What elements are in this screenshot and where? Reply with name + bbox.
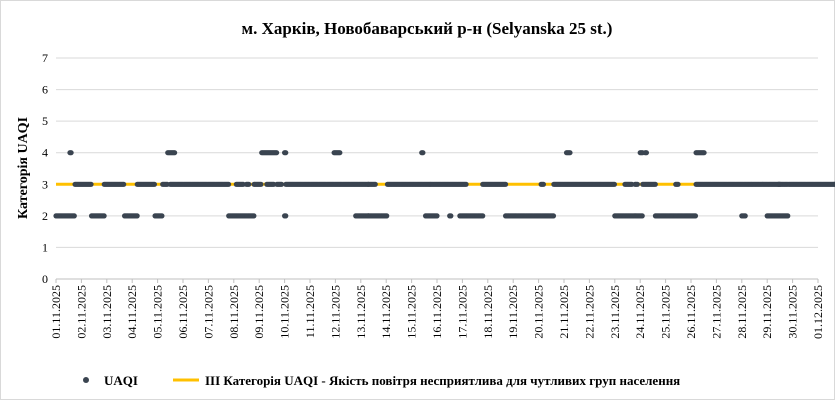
x-tick-label: 04.11.2025 — [125, 285, 139, 339]
uaqi-point — [225, 181, 232, 187]
uaqi-point — [652, 181, 658, 187]
x-tick-label: 11.11.2025 — [303, 285, 317, 338]
uaqi-point — [701, 150, 707, 156]
uaqi-point — [134, 213, 140, 219]
x-tick-label: 03.11.2025 — [100, 285, 114, 339]
x-tick-label: 30.11.2025 — [786, 285, 800, 339]
x-tick-label: 27.11.2025 — [709, 285, 723, 339]
uaqi-point — [785, 213, 791, 219]
x-tick-label: 16.11.2025 — [430, 285, 444, 339]
uaqi-point — [88, 181, 94, 187]
uaqi-point — [283, 150, 289, 156]
x-tick-label: 09.11.2025 — [252, 285, 266, 339]
x-tick-label: 23.11.2025 — [608, 285, 622, 339]
uaqi-point — [611, 181, 618, 187]
uaqi-point — [639, 213, 645, 219]
y-tick-label: 7 — [42, 51, 48, 65]
x-tick-label: 14.11.2025 — [379, 285, 393, 339]
chart-title: м. Харків, Новобаварський р-н (Selyanska… — [242, 19, 613, 38]
y-tick-label: 1 — [42, 240, 48, 254]
x-tick-label: 06.11.2025 — [176, 285, 190, 339]
y-tick-label: 5 — [42, 114, 48, 128]
x-tick-label: 02.11.2025 — [74, 285, 88, 339]
uaqi-point — [372, 181, 378, 187]
x-tick-label: 29.11.2025 — [760, 285, 774, 339]
x-tick-label: 08.11.2025 — [227, 285, 241, 339]
x-tick-labels: 01.11.2025 02.11.2025 03.11.2025 04.11.2025… — [49, 279, 825, 339]
uaqi-point — [777, 181, 783, 187]
y-tick-label: 4 — [42, 146, 48, 160]
x-tick-label: 01.11.2025 — [49, 285, 63, 339]
y-tick-label: 0 — [42, 272, 48, 286]
uaqi-point — [71, 213, 77, 219]
uaqi-point — [337, 150, 343, 156]
legend: UAQI III Категорія UAQI - Якість повітря… — [83, 373, 680, 388]
uaqi-point — [463, 181, 469, 187]
uaqi-point — [258, 181, 264, 187]
y-tick-label: 3 — [42, 177, 48, 191]
x-tick-label: 21.11.2025 — [557, 285, 571, 339]
x-tick-label: 07.11.2025 — [201, 285, 215, 339]
y-tick-labels: 0 1 2 3 4 5 6 7 — [42, 51, 48, 286]
x-tick-label: 15.11.2025 — [405, 285, 419, 339]
x-tick-label: 25.11.2025 — [659, 285, 673, 339]
x-tick-label: 17.11.2025 — [455, 285, 469, 339]
x-tick-label: 24.11.2025 — [633, 285, 647, 339]
uaqi-point — [634, 181, 641, 187]
x-tick-label: 19.11.2025 — [506, 285, 520, 339]
x-tick-label: 10.11.2025 — [278, 285, 292, 339]
uaqi-point — [274, 150, 280, 156]
x-tick-label: 20.11.2025 — [532, 285, 546, 339]
y-tick-label: 2 — [42, 209, 48, 223]
uaqi-point — [550, 213, 557, 219]
uaqi-point — [502, 181, 509, 187]
x-tick-label: 01.12.2025 — [811, 285, 825, 339]
uaqi-point — [251, 213, 257, 219]
uaqi-point — [675, 181, 681, 187]
x-tick-label: 26.11.2025 — [684, 285, 698, 339]
legend-uaqi-label: UAQI — [104, 373, 138, 388]
uaqi-point — [68, 150, 74, 156]
uaqi-point — [434, 213, 440, 219]
uaqi-point — [420, 150, 426, 156]
y-tick-label: 6 — [42, 83, 48, 97]
uaqi-point — [540, 181, 547, 187]
uaqi-point — [567, 150, 573, 156]
x-tick-label: 13.11.2025 — [354, 285, 368, 339]
x-tick-label: 05.11.2025 — [151, 285, 165, 339]
uaqi-point — [151, 181, 158, 187]
uaqi-point — [278, 181, 285, 187]
uaqi-point — [742, 213, 748, 219]
x-tick-label: 12.11.2025 — [328, 285, 342, 339]
uaqi-point — [384, 213, 390, 219]
x-tick-label: 18.11.2025 — [481, 285, 495, 339]
gridlines — [56, 57, 818, 280]
uaqi-point — [159, 213, 165, 219]
uaqi-point — [101, 213, 107, 219]
uaqi-point — [692, 213, 699, 219]
uaqi-point — [172, 150, 178, 156]
uaqi-point — [643, 150, 650, 156]
uaqi-point — [246, 181, 252, 187]
legend-uaqi-marker — [83, 377, 89, 383]
uaqi-point — [448, 213, 454, 219]
uaqi-point — [121, 181, 127, 187]
y-axis-label: Категорія UAQI — [16, 117, 31, 219]
uaqi-point — [480, 213, 486, 219]
uaqi-point — [283, 213, 289, 219]
x-tick-label: 28.11.2025 — [735, 285, 749, 339]
x-tick-label: 22.11.2025 — [582, 285, 596, 339]
legend-category-label: III Категорія UAQI - Якість повітря несп… — [205, 373, 680, 388]
uaqi-points — [53, 150, 835, 219]
